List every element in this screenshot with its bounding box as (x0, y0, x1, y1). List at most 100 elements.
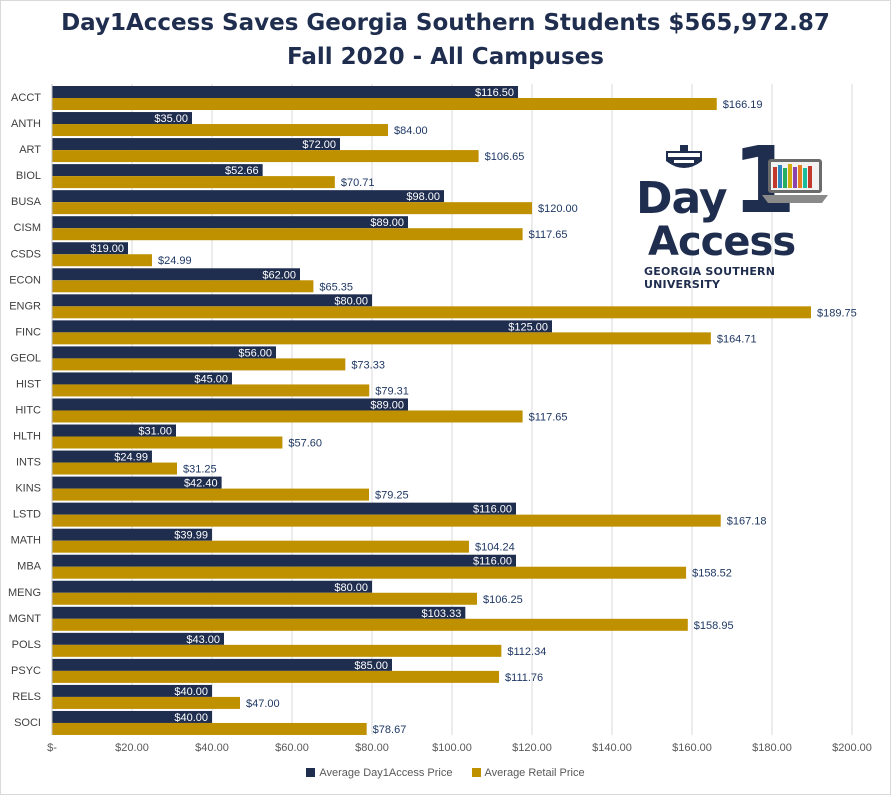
retail-bar (52, 722, 367, 735)
retail-value-label: $106.65 (485, 151, 525, 163)
day1access-bar (52, 580, 372, 593)
retail-bar (52, 228, 523, 241)
retail-bar (52, 280, 314, 293)
day1access-value-label: $35.00 (154, 113, 188, 125)
day1access-bar (52, 216, 408, 229)
day1access-bar (52, 632, 224, 645)
category-label: KINS (15, 483, 41, 495)
category-label: ACCT (11, 92, 41, 104)
x-tick-label: $100.00 (432, 742, 472, 754)
retail-bar (52, 176, 335, 189)
day1access-bar (52, 294, 372, 307)
retail-value-label: $164.71 (717, 333, 757, 345)
legend-swatch-day1access (306, 768, 316, 777)
x-tick-label: $160.00 (672, 742, 712, 754)
category-label: POLS (12, 639, 41, 651)
chart-title: Day1Access Saves Georgia Southern Studen… (61, 10, 830, 36)
retail-bar (52, 332, 711, 345)
day1access-value-label: $24.99 (114, 452, 148, 464)
x-tick-label: $- (47, 742, 57, 754)
day1access-value-label: $45.00 (194, 373, 228, 385)
chart-legend: Average Day1Access Price Average Retail … (0, 767, 891, 779)
retail-bar (52, 384, 370, 397)
day1access-bar (52, 190, 444, 203)
day1access-value-label: $80.00 (334, 582, 368, 594)
category-label: SOCI (14, 717, 41, 729)
day1access-bar (52, 502, 516, 515)
retail-value-label: $158.52 (692, 568, 732, 580)
x-tick-label: $120.00 (512, 742, 552, 754)
category-label: CSDS (10, 248, 41, 260)
day1access-bar (52, 138, 340, 151)
day1access-bar (52, 320, 552, 333)
day1access-bar (52, 424, 176, 437)
retail-value-label: $84.00 (394, 125, 428, 137)
day1access-bar (52, 606, 466, 619)
laptop-books-icon (762, 159, 828, 203)
retail-value-label: $47.00 (246, 698, 280, 710)
chart-subtitle: Fall 2020 - All Campuses (287, 44, 604, 70)
day1access-value-label: $43.00 (186, 634, 220, 646)
logo-access-text: Access (648, 219, 796, 265)
day1access-value-label: $62.00 (262, 269, 296, 281)
category-label: BIOL (16, 170, 41, 182)
category-label: MGNT (9, 613, 42, 625)
day1access-value-label: $31.00 (138, 426, 172, 438)
category-label: FINC (15, 326, 41, 338)
x-tick-label: $180.00 (752, 742, 792, 754)
day1access-bar (52, 372, 232, 385)
retail-bar (52, 202, 532, 215)
retail-value-label: $106.25 (483, 594, 523, 606)
day1access-bar (52, 398, 408, 411)
retail-bar (52, 436, 283, 449)
retail-bar (52, 514, 721, 527)
category-label: HITC (15, 405, 41, 417)
legend-item-day1access: Average Day1Access Price (306, 767, 452, 779)
category-label: GEOL (10, 352, 41, 364)
retail-bar (52, 124, 388, 137)
retail-value-label: $167.18 (727, 516, 767, 528)
x-tick-label: $140.00 (592, 742, 632, 754)
day1access-bar (52, 346, 276, 359)
x-tick-label: $200.00 (832, 742, 872, 754)
category-label: ECON (9, 274, 41, 286)
day1access-bar (52, 710, 212, 723)
day1access-value-label: $42.40 (184, 478, 218, 490)
retail-value-label: $24.99 (158, 255, 192, 267)
retail-value-label: $117.65 (529, 411, 568, 423)
retail-value-label: $166.19 (723, 99, 763, 111)
retail-value-label: $117.65 (529, 229, 568, 241)
day1access-bar (52, 528, 212, 541)
category-label: BUSA (11, 196, 42, 208)
day1access-bar (52, 268, 300, 281)
day1access-value-label: $98.00 (406, 191, 440, 203)
retail-bar (52, 306, 811, 319)
retail-bar (52, 410, 523, 423)
day1access-bar (52, 476, 222, 489)
day1access-value-label: $40.00 (174, 686, 208, 698)
day1access-bar (52, 684, 212, 697)
day1access-value-label: $39.99 (174, 530, 208, 542)
retail-bar (52, 98, 717, 110)
category-label: RELS (12, 691, 41, 703)
retail-bar (52, 566, 687, 579)
day1access-value-label: $89.00 (370, 217, 404, 229)
category-label: HIST (16, 378, 41, 390)
retail-value-label: $65.35 (319, 281, 353, 293)
day1access-value-label: $19.00 (90, 243, 124, 255)
day1access-bar (52, 112, 192, 125)
category-label: ANTH (11, 118, 41, 130)
category-label: LSTD (13, 509, 41, 521)
university-store-badge-icon (666, 145, 702, 168)
category-label: MBA (17, 561, 42, 573)
day1access-value-label: $103.33 (422, 608, 462, 620)
x-tick-label: $60.00 (275, 742, 309, 754)
x-tick-label: $20.00 (115, 742, 149, 754)
legend-swatch-retail (471, 768, 481, 777)
logo-university-text: GEORGIA SOUTHERN UNIVERSITY (644, 265, 776, 291)
x-tick-label: $40.00 (195, 742, 229, 754)
category-label: CISM (14, 222, 42, 234)
day1access-logo: Day 1 Access GEORGIA SOUTHERN UNIVERSITY (636, 135, 836, 291)
category-label: MATH (11, 535, 41, 547)
